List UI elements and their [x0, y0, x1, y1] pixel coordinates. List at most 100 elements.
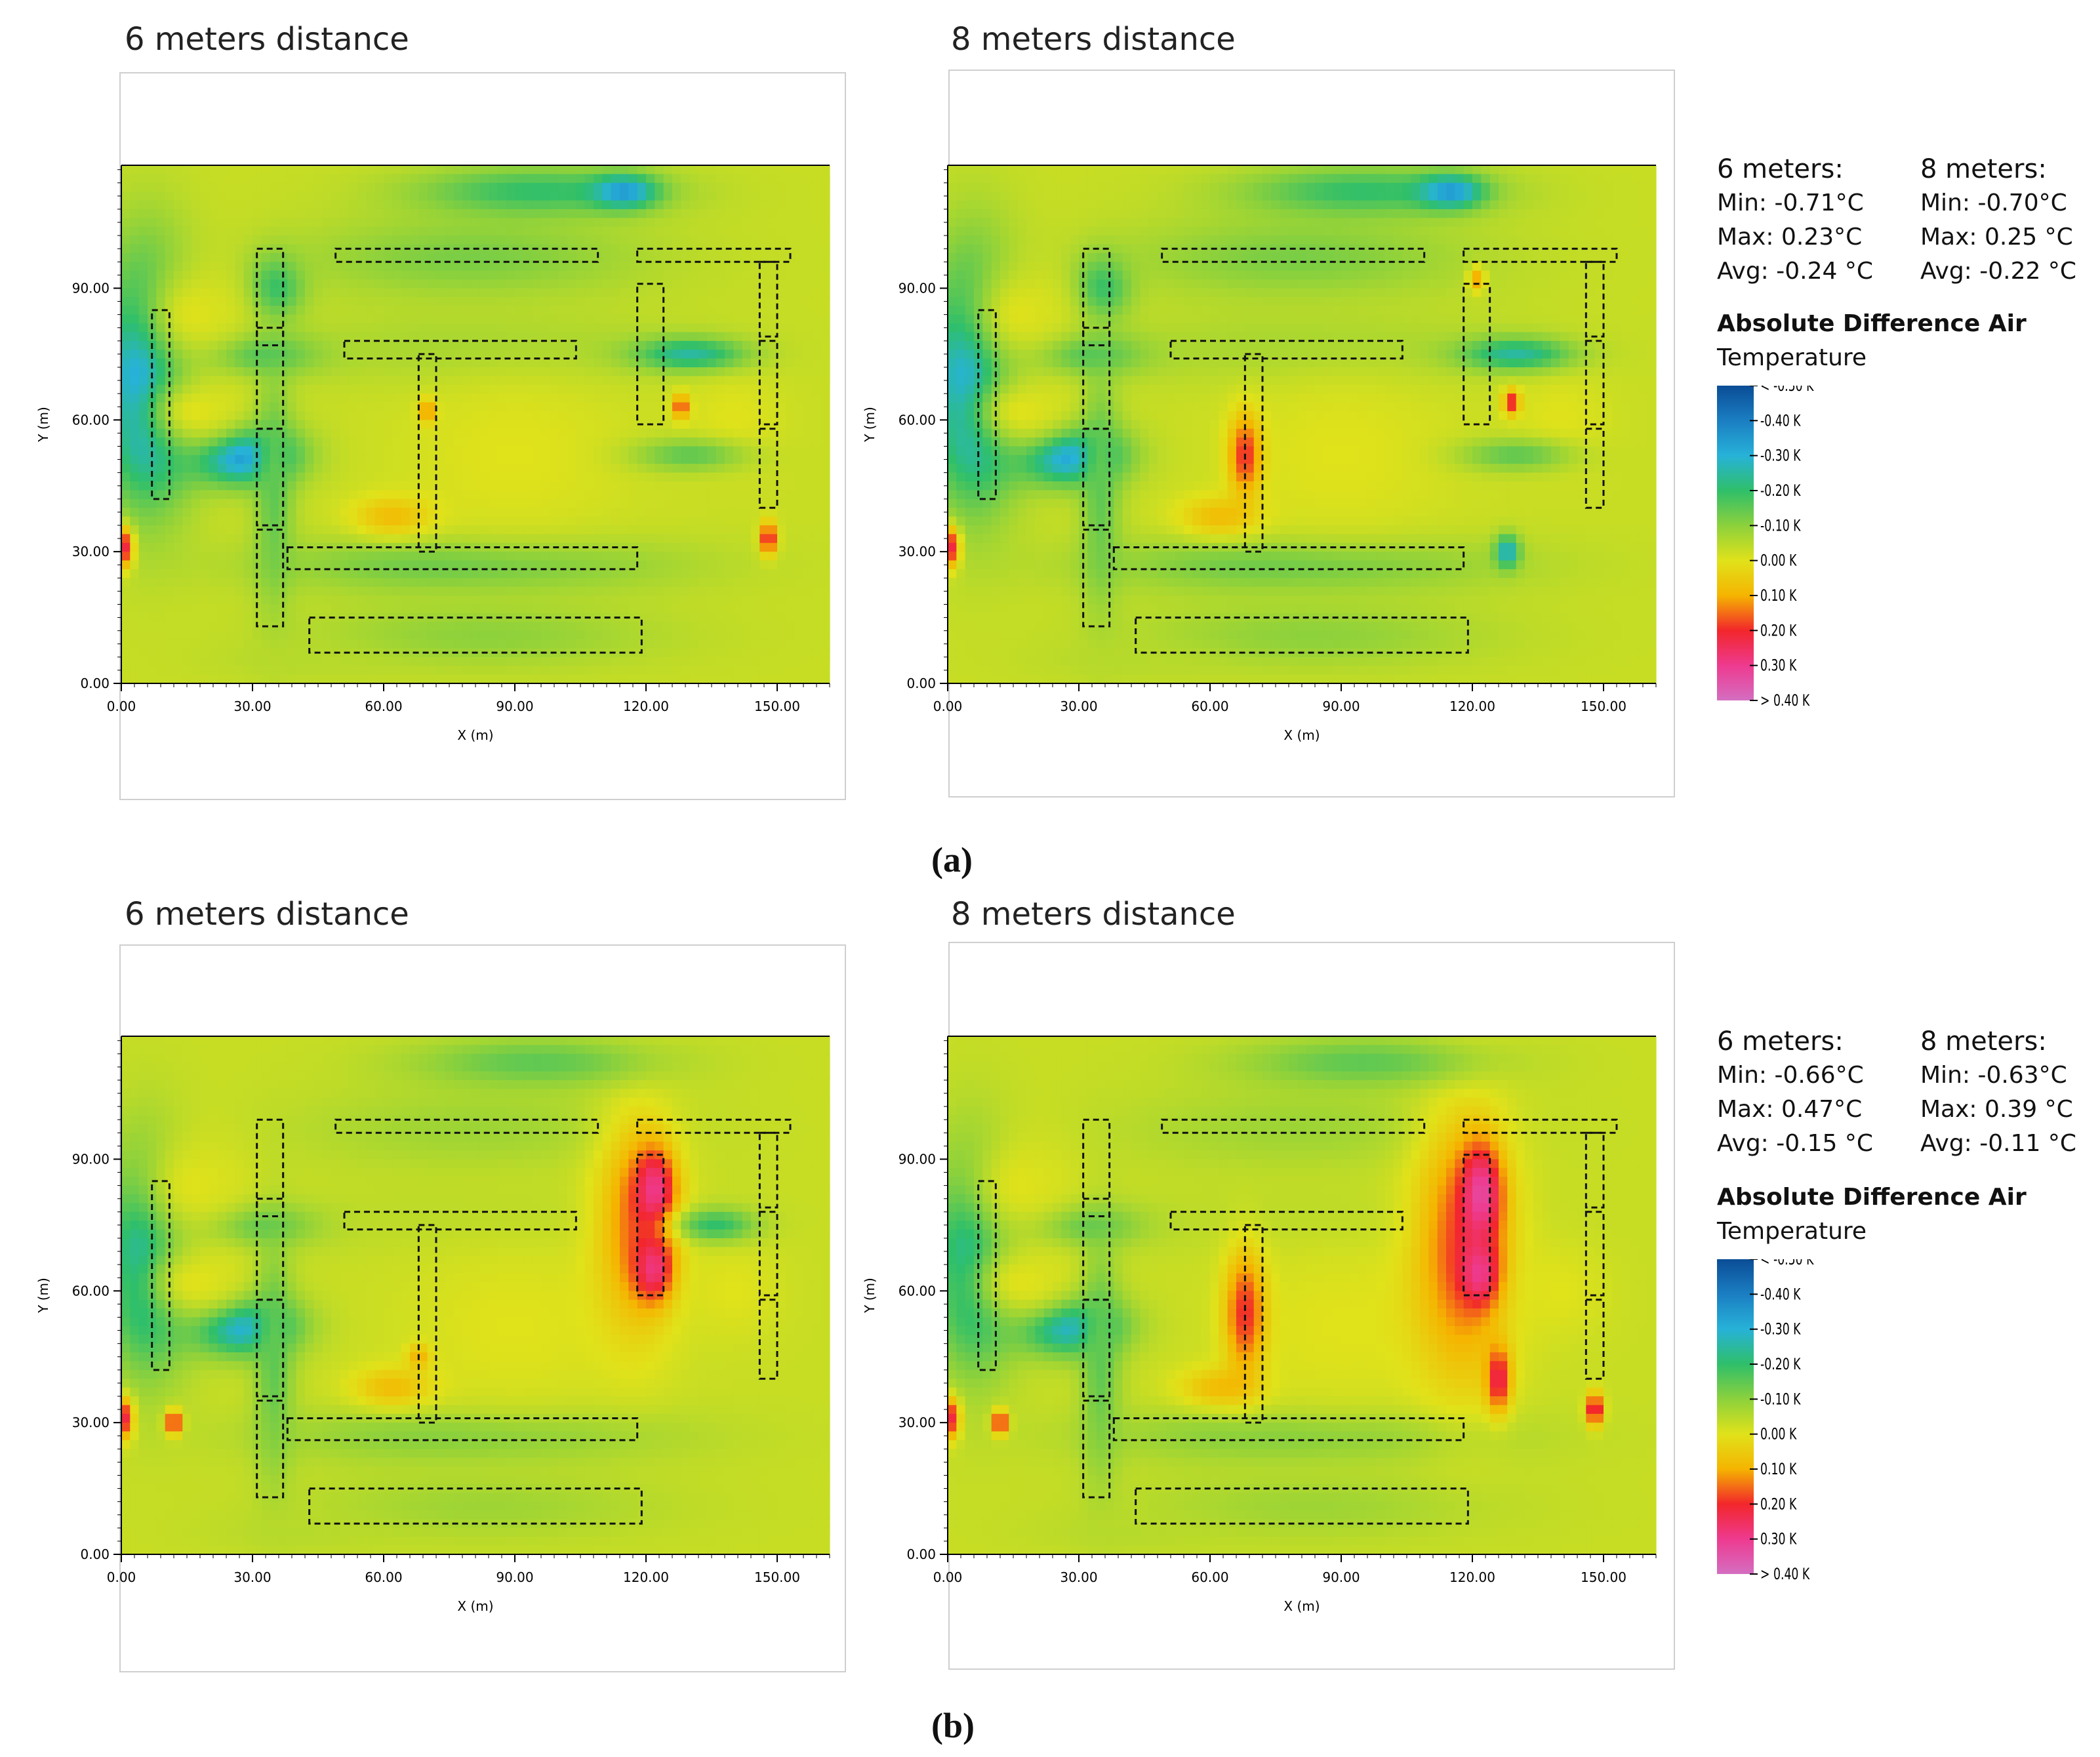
- heatmap-cell: [427, 454, 437, 464]
- heatmap-cell: [541, 622, 550, 632]
- heatmap-cell: [401, 604, 411, 614]
- heatmap-cell: [479, 428, 489, 438]
- heatmap-cell: [506, 288, 515, 298]
- heatmap-cell: [672, 639, 681, 649]
- heatmap-cell: [191, 296, 201, 306]
- heatmap-cell: [418, 560, 428, 570]
- heatmap-cell: [392, 508, 402, 517]
- heatmap-cell: [768, 367, 778, 376]
- heatmap-cell: [1114, 165, 1123, 174]
- heatmap-cell: [742, 165, 752, 174]
- heatmap-cell: [436, 270, 445, 280]
- heatmap-cell: [138, 174, 148, 184]
- heatmap-cell: [296, 174, 306, 184]
- heatmap-cell: [243, 542, 253, 552]
- heatmap-cell: [663, 323, 673, 333]
- heatmap-cell: [182, 306, 192, 315]
- heatmap-cell: [270, 569, 279, 578]
- heatmap-cell: [392, 182, 402, 192]
- heatmap-cell: [296, 384, 306, 394]
- heatmap-cell: [541, 402, 550, 412]
- heatmap-cell: [148, 648, 157, 658]
- heatmap-cell: [716, 314, 725, 324]
- heatmap-cell: [217, 428, 227, 438]
- heatmap-cell: [820, 613, 830, 622]
- heatmap-cell: [418, 604, 428, 614]
- heatmap-cell: [401, 296, 411, 306]
- heatmap-cell: [759, 472, 769, 482]
- heatmap-cell: [305, 534, 314, 544]
- heatmap-cell: [287, 402, 297, 412]
- heatmap-cell: [243, 270, 253, 280]
- heatmap-cell: [357, 394, 367, 403]
- heatmap-cell: [558, 252, 568, 262]
- heatmap-cell: [576, 542, 586, 552]
- heatmap-cell: [698, 252, 708, 262]
- heatmap-cell: [594, 490, 603, 500]
- heatmap-cell: [777, 586, 786, 596]
- heatmap-cell: [445, 560, 454, 570]
- heatmap-cell: [270, 279, 279, 289]
- heatmap-cell: [567, 472, 576, 482]
- heatmap-cell: [725, 200, 734, 210]
- heatmap-cell: [305, 596, 314, 605]
- heatmap-cell: [637, 446, 647, 456]
- heatmap-cell: [794, 165, 804, 174]
- heatmap-cell: [348, 560, 358, 570]
- heatmap-cell: [602, 332, 612, 342]
- heatmap-cell: [725, 648, 734, 658]
- heatmap-cell: [628, 402, 638, 412]
- heatmap-cell: [637, 174, 647, 184]
- heatmap-cell: [374, 314, 384, 324]
- heatmap-cell: [130, 200, 140, 210]
- heatmap-cell: [148, 596, 157, 605]
- heatmap-cell: [340, 218, 350, 228]
- heatmap-cell: [348, 394, 358, 403]
- heatmap-cell: [191, 350, 201, 359]
- heatmap-cell: [584, 306, 594, 315]
- heatmap-cell: [768, 226, 778, 236]
- heatmap-cell: [637, 508, 647, 517]
- heatmap-cell: [611, 437, 620, 447]
- heatmap-cell: [681, 279, 691, 289]
- heatmap-cell: [820, 296, 830, 306]
- heatmap-cell: [1140, 165, 1150, 174]
- heatmap-cell: [733, 481, 743, 491]
- heatmap-cell: [663, 314, 673, 324]
- heatmap-cell: [156, 252, 166, 262]
- heatmap-cell: [584, 481, 594, 491]
- heatmap-cell: [270, 578, 279, 588]
- heatmap-cell: [725, 428, 734, 438]
- heatmap-cell: [384, 323, 393, 333]
- heatmap-cell: [1184, 165, 1193, 174]
- heatmap-cell: [637, 200, 647, 210]
- heatmap-cell: [751, 630, 760, 640]
- heatmap-cell: [279, 200, 288, 210]
- heatmap-cell: [138, 578, 148, 588]
- heatmap-cell: [733, 288, 743, 298]
- heatmap-cell: [759, 516, 769, 526]
- heatmap-cell: [156, 420, 166, 430]
- heatmap-cell: [209, 262, 218, 272]
- heatmap-cell: [523, 226, 533, 236]
- heatmap-cell: [226, 402, 235, 412]
- heatmap-cell: [716, 384, 725, 394]
- heatmap-cell: [357, 437, 367, 447]
- heatmap-cell: [646, 542, 655, 552]
- heatmap-cell: [138, 209, 148, 218]
- heatmap-cell: [384, 340, 393, 350]
- heatmap-cell: [620, 569, 629, 578]
- heatmap-cell: [594, 656, 603, 666]
- heatmap-cell: [121, 296, 131, 306]
- heatmap-cell: [138, 666, 148, 676]
- heatmap-cell: [820, 656, 830, 666]
- heatmap-cell: [174, 446, 183, 456]
- heatmap-cell: [357, 218, 367, 228]
- heatmap-cell: [663, 340, 673, 350]
- heatmap-cell: [182, 437, 192, 447]
- heatmap-cell: [410, 332, 419, 342]
- heatmap-cell: [803, 437, 813, 447]
- heatmap-cell: [165, 586, 174, 596]
- heatmap-cell: [243, 437, 253, 447]
- heatmap-cell: [768, 411, 778, 420]
